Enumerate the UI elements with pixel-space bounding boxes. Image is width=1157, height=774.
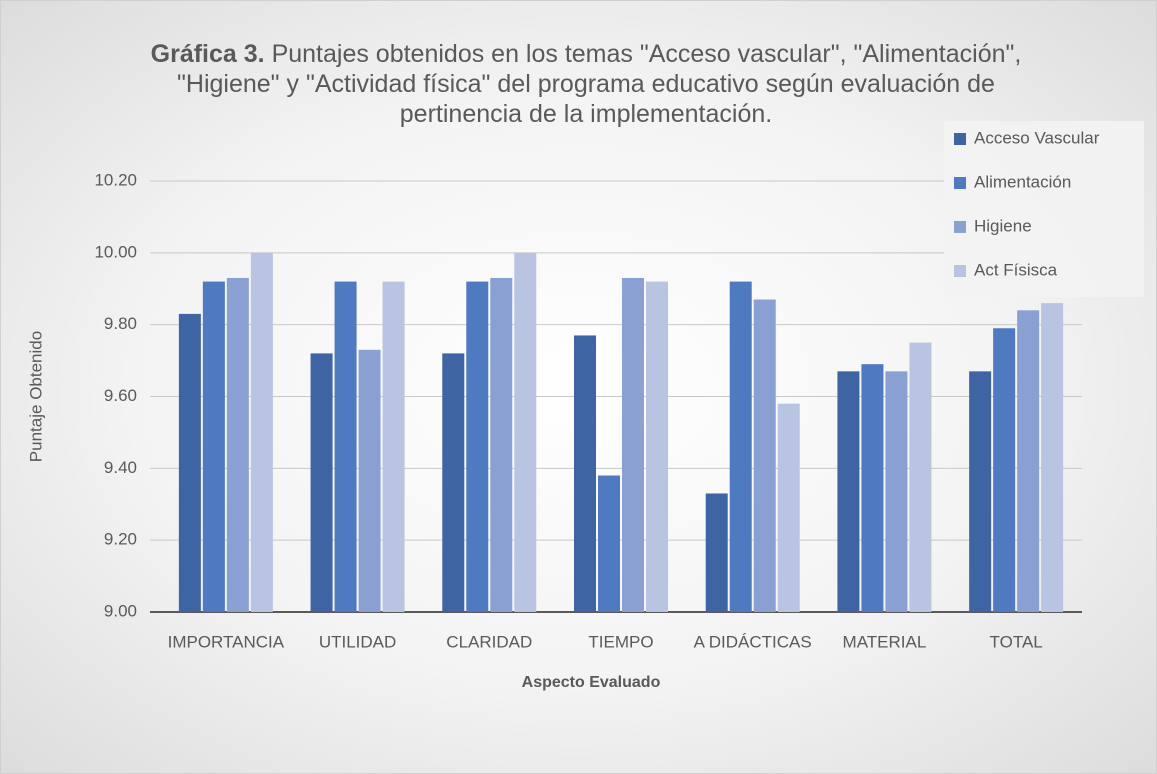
y-tick-label: 10.20 [94,170,137,189]
bar [382,281,405,612]
bar [885,371,908,612]
x-tick-label: CLARIDAD [446,632,532,651]
bar [442,353,465,612]
x-tick-label: A DIDÁCTICAS [694,632,812,651]
legend-label: Higiene [974,216,1032,235]
bar [598,475,620,612]
bar [490,277,513,612]
bar [514,252,537,613]
title-text: Puntajes obtenidos en los temas "Acceso … [177,40,1022,128]
y-tick-label: 9.00 [104,601,137,620]
bar [1041,303,1064,612]
x-tick-label: MATERIAL [843,632,927,651]
x-axis-label: Aspecto Evaluado [522,674,661,691]
bar [646,281,668,612]
bar [705,493,728,612]
legend-swatch [954,177,966,189]
y-axis-label: Puntaje Obtenido [26,331,45,462]
legend-label: Acceso Vascular [974,128,1100,147]
bar [909,342,932,612]
bar [226,277,249,612]
bar [777,403,800,612]
legend-label: Act Físisca [974,260,1058,279]
bar [574,335,596,612]
title-label: Gráfica 3. [150,40,265,68]
legend-swatch [954,265,966,277]
legend-swatch [954,221,966,233]
legend-swatch [954,133,966,145]
bar [358,349,381,612]
y-tick-label: 9.40 [104,458,137,477]
chart-title: Gráfica 3. Puntajes obtenidos en los tem… [141,39,1031,129]
bar [310,353,333,612]
bar [334,281,357,612]
bar [622,277,644,612]
bar [837,371,860,612]
bar [729,281,752,612]
bar [178,313,201,612]
bar [993,328,1016,612]
bar [753,299,776,612]
bar [1017,310,1040,612]
x-tick-label: TOTAL [990,632,1043,651]
x-tick-label: UTILIDAD [319,632,396,651]
bar [969,371,992,612]
bar [466,281,489,612]
y-tick-label: 9.60 [104,386,137,405]
y-tick-label: 9.20 [104,530,137,549]
bar [861,364,884,612]
bar [202,281,225,612]
y-tick-label: 10.00 [94,242,137,261]
legend-box [944,121,1144,297]
x-tick-label: IMPORTANCIA [168,632,285,651]
x-tick-label: TIEMPO [588,632,653,651]
legend-label: Alimentación [974,172,1071,191]
bar [250,252,273,613]
y-tick-label: 9.80 [104,314,137,333]
